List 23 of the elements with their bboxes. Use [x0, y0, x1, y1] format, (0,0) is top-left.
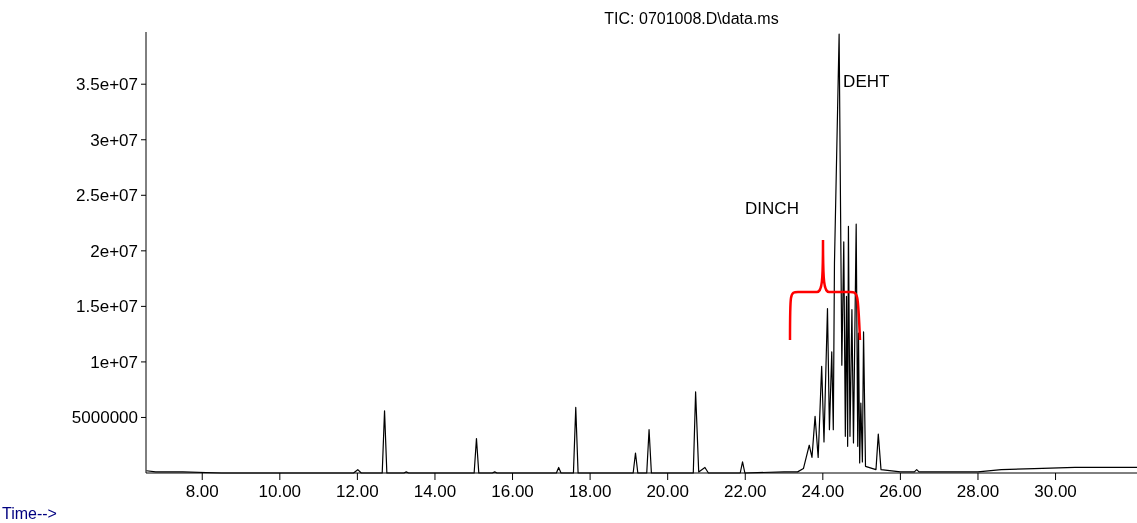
x-tick-label: 20.00	[646, 482, 689, 501]
x-tick-label: 16.00	[491, 482, 534, 501]
y-tick-label: 1.5e+07	[76, 297, 138, 317]
x-tick-label: 14.00	[413, 482, 457, 501]
y-tick-label: 2e+07	[90, 241, 138, 261]
x-axis-title: Time-->	[2, 505, 57, 522]
x-tick-label: 26.00	[879, 482, 922, 501]
y-tick-label: 5000000	[71, 408, 138, 428]
x-tick-label: 8.00	[185, 482, 219, 501]
x-tick-label: 10.00	[258, 482, 302, 501]
y-tick-label: 3e+07	[90, 130, 138, 150]
x-tick-label: 12.00	[336, 482, 379, 501]
x-tick-label: 18.00	[568, 482, 612, 501]
x-tick-label: 28.00	[956, 482, 1000, 501]
x-tick-label: 22.00	[723, 482, 767, 501]
y-tick-label: 1e+07	[90, 352, 138, 372]
y-tick-label: 3.5e+07	[76, 75, 138, 95]
y-tick-label: 2.5e+07	[76, 186, 138, 206]
x-tick-label: 30.00	[1034, 482, 1077, 501]
annotation: DEHT	[843, 72, 890, 92]
x-tick-label: 24.00	[801, 482, 845, 501]
chart-title: TIC: 0701008.D\data.ms	[604, 10, 779, 27]
annotation: DINCH	[745, 199, 799, 218]
